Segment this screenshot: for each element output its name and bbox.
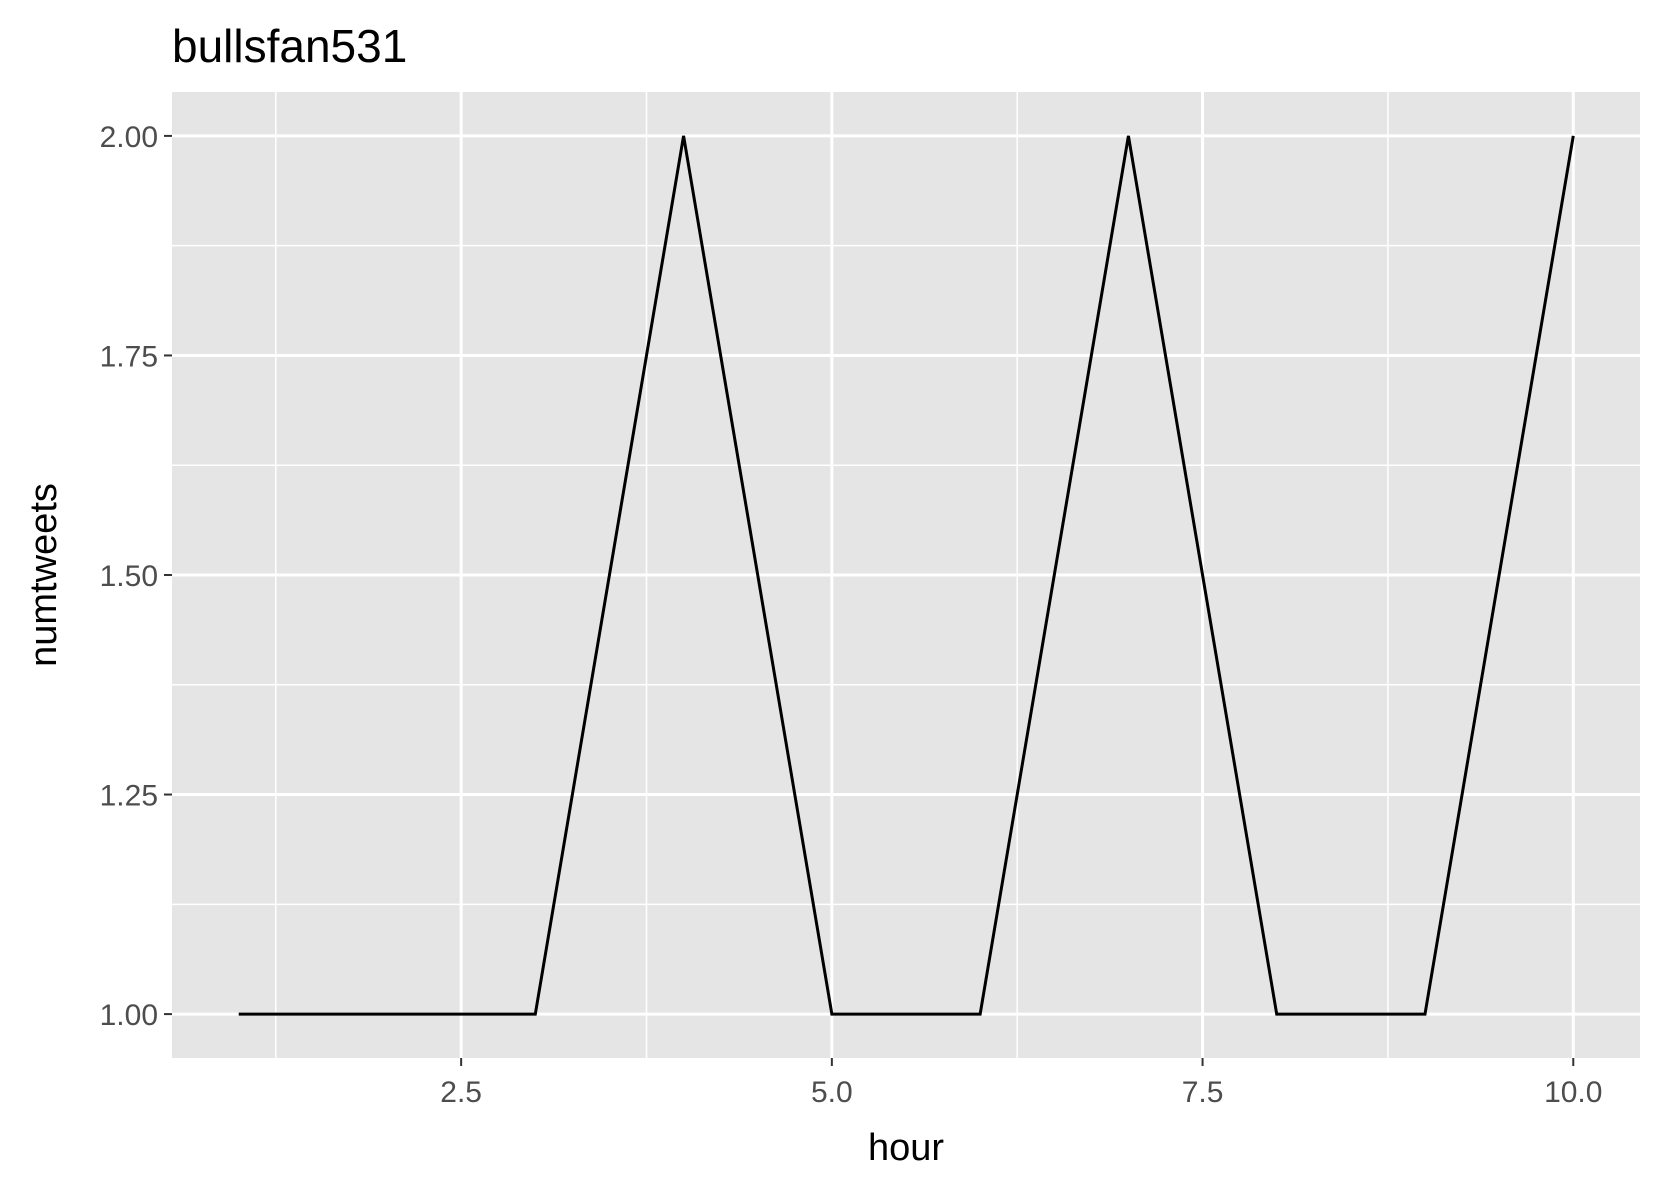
- axis-ticks: [164, 134, 1575, 1066]
- tick-labels: 2.5 5.0 7.5 10.0 1.00 1.25 1.50 1.75 2.00: [100, 121, 1603, 1109]
- x-axis-title: hour: [868, 1127, 944, 1169]
- chart-title: bullsfan531: [172, 20, 407, 72]
- y-tick-label: 1.75: [100, 340, 158, 373]
- x-tick-label: 10.0: [1544, 1076, 1602, 1109]
- y-tick-label: 2.00: [100, 121, 158, 154]
- x-tick-label: 5.0: [811, 1076, 853, 1109]
- x-tick-label: 7.5: [1182, 1076, 1224, 1109]
- y-axis-title: numtweets: [23, 483, 65, 667]
- y-tick-label: 1.00: [100, 999, 158, 1032]
- y-tick-label: 1.25: [100, 780, 158, 813]
- series-line: [238, 135, 1575, 1016]
- x-tick-label: 2.5: [440, 1076, 482, 1109]
- series-layer: [238, 135, 1575, 1016]
- y-tick-label: 1.50: [100, 560, 158, 593]
